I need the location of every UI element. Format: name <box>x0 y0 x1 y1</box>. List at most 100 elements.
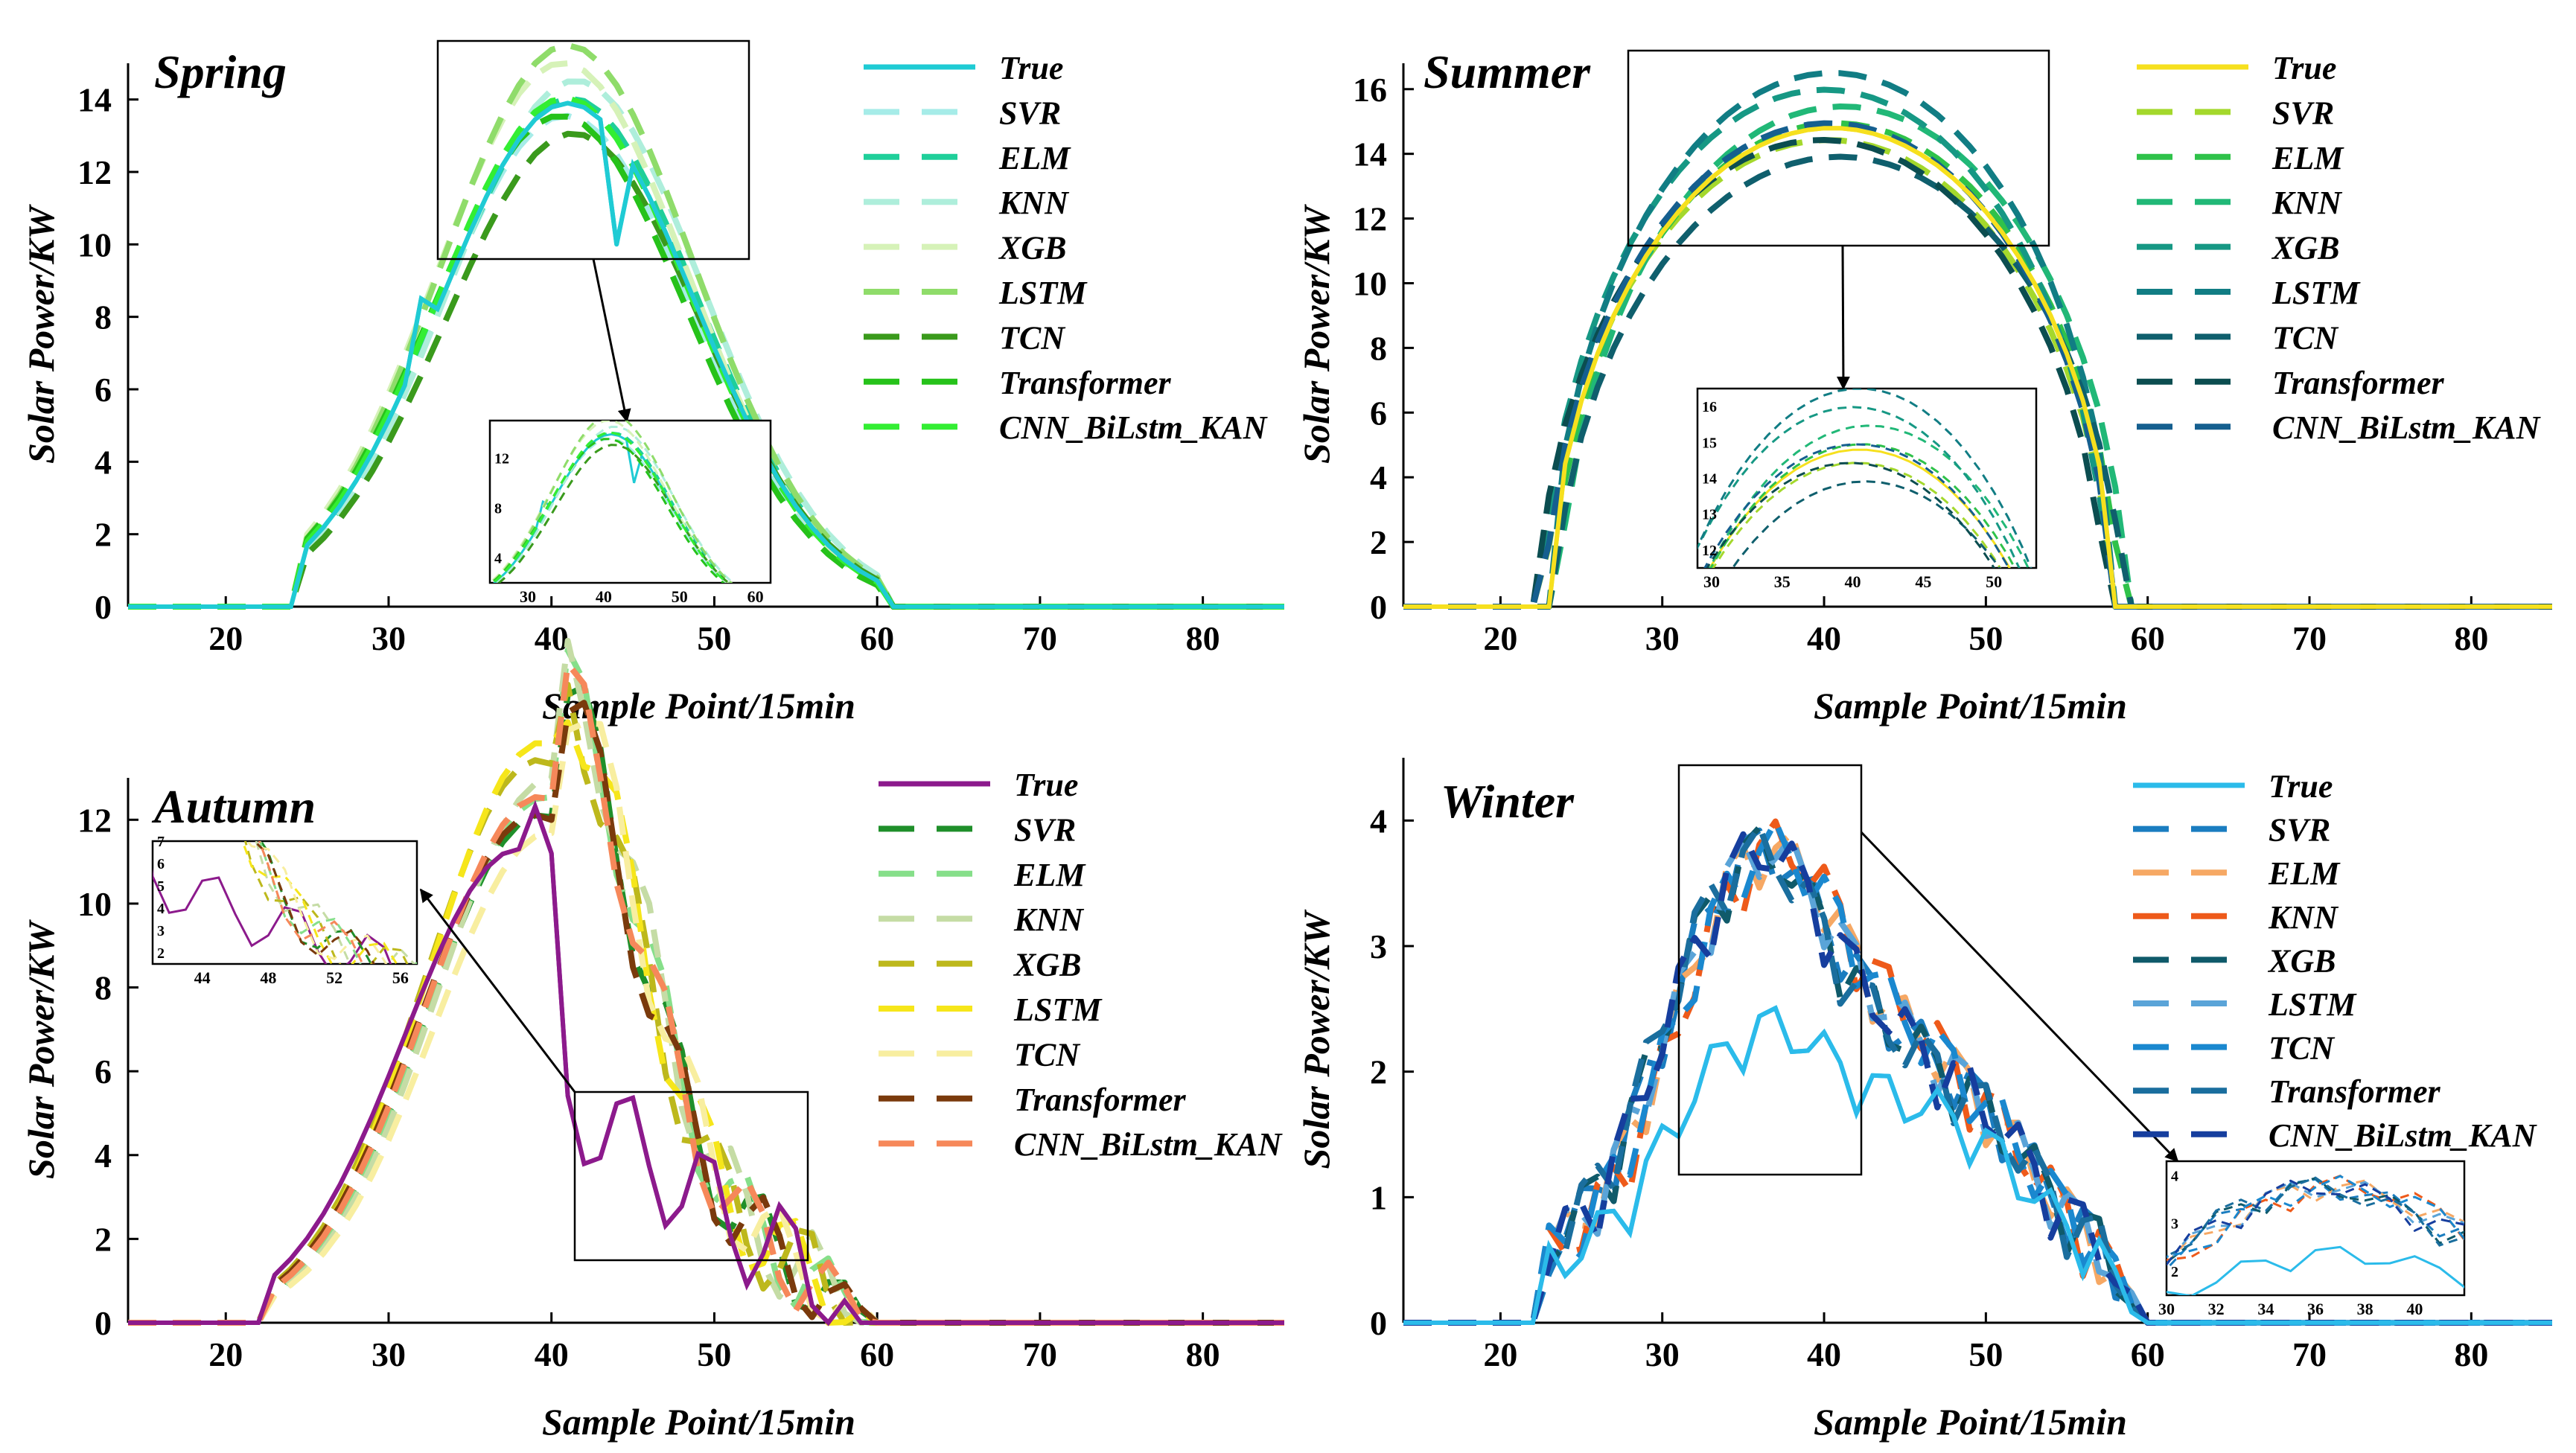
y-tick-label: 2 <box>1370 523 1387 561</box>
legend-entry-elm: ELM <box>1013 857 1086 893</box>
inset-frame <box>488 419 772 584</box>
y-tick-label: 10 <box>77 885 112 923</box>
legend: True SVR ELM KNN XGB LSTM TCN Transformer CNN_Bi… <box>2137 50 2542 446</box>
x-axis-label: Sample Point/15min <box>542 1401 855 1443</box>
legend-entry-transformer: Transformer <box>2272 365 2444 401</box>
series-line-xgb <box>128 681 1284 1326</box>
inset-x-tick-label: 45 <box>1915 572 1931 591</box>
y-tick-label: 6 <box>95 1053 112 1090</box>
series-line-knn <box>128 637 1284 1326</box>
legend-entry-tcn: TCN <box>1014 1036 1081 1073</box>
inset-series-line <box>2167 1179 2464 1266</box>
series-line-cnn-bilstm-kan <box>128 660 1284 1326</box>
y-tick-label: 14 <box>1353 135 1387 173</box>
inset-series-line <box>255 841 416 964</box>
y-tick-label: 12 <box>77 153 112 191</box>
x-tick-label: 60 <box>2131 1335 2165 1373</box>
legend-entry-true: True <box>2269 768 2333 805</box>
inset-series-line <box>492 437 728 583</box>
series-line-tcn <box>128 130 1284 610</box>
legend-entry-svr: SVR <box>2269 812 2330 849</box>
y-tick-label: 12 <box>1353 200 1387 238</box>
inset-y-tick-label: 16 <box>1702 399 1717 415</box>
legend-entry-tcn: TCN <box>999 319 1066 356</box>
legend-entry-xgb: XGB <box>2271 230 2339 266</box>
panel-title: Summer <box>1424 45 1591 98</box>
series-line-true-front <box>1403 126 2552 609</box>
panel-title: Spring <box>154 45 287 98</box>
legend-entry-lstm: LSTM <box>2271 275 2361 311</box>
inset-x-tick-label: 38 <box>2357 1300 2373 1318</box>
x-tick-label: 60 <box>2131 619 2165 657</box>
legend-entry-elm: ELM <box>998 140 1071 176</box>
panel-title: Autumn <box>151 780 316 833</box>
x-tick-label: 20 <box>208 619 243 657</box>
inset-x-tick-label: 48 <box>260 968 276 987</box>
inset-series-line <box>1703 443 2010 568</box>
inset-y-tick-label: 2 <box>2171 1264 2178 1280</box>
panel-title: Winter <box>1441 775 1575 828</box>
series-line-true-front <box>128 799 1284 1326</box>
inset-x-tick-label: 56 <box>392 968 409 987</box>
x-tick-label: 80 <box>2454 619 2488 657</box>
series-lines <box>128 637 1284 1326</box>
inset-x-tick-label: 35 <box>1774 572 1791 591</box>
legend-entry-tcn: TCN <box>2269 1030 2336 1067</box>
inset-x-tick-label: 52 <box>326 968 342 987</box>
series-lines <box>1403 818 2552 1326</box>
legend-entry-tcn: TCN <box>2272 319 2339 356</box>
y-tick-label: 3 <box>1370 927 1387 965</box>
y-axis-label: Solar Power/KW <box>20 919 62 1179</box>
series-lines <box>1403 70 2552 610</box>
y-tick-label: 6 <box>95 371 112 409</box>
legend-entry-lstm: LSTM <box>1013 991 1103 1028</box>
legend-entry-lstm: LSTM <box>2268 986 2357 1023</box>
y-axis-label: Solar Power/KW <box>1295 204 1337 464</box>
inset-frame <box>2165 1160 2466 1297</box>
x-tick-label: 70 <box>2292 619 2327 657</box>
x-tick-label: 40 <box>1807 619 1841 657</box>
inset-x-tick-label: 36 <box>2307 1300 2324 1318</box>
legend-entry-cnn-bilstm-kan: CNN_BiLstm_KAN <box>999 409 1269 446</box>
inset-series-line <box>494 431 732 583</box>
legend-entry-svr: SVR <box>2272 95 2334 131</box>
x-tick-label: 30 <box>372 1335 406 1373</box>
series-line-true-front <box>1403 1005 2552 1325</box>
inset-y-tick-label: 15 <box>1702 435 1717 451</box>
x-tick-label: 30 <box>1645 619 1680 657</box>
series-line-xgb <box>1403 824 2552 1326</box>
series-line-elm <box>128 647 1284 1326</box>
inset-plot: 30 35 40 45 50 12 13 14 15 16 <box>1696 387 2038 591</box>
inset-x-tick-label: 30 <box>1703 572 1720 591</box>
legend-entry-xgb: XGB <box>998 230 1066 266</box>
y-tick-label: 2 <box>95 516 112 554</box>
x-tick-label: 50 <box>697 1335 731 1373</box>
inset-x-tick-label: 50 <box>1986 572 2002 591</box>
y-axis-label: Solar Power/KW <box>1295 909 1337 1169</box>
y-tick-label: 4 <box>1370 802 1387 840</box>
inset-series-line <box>241 841 398 964</box>
series-line-elm <box>1403 120 2552 610</box>
inset-series-line <box>1731 480 2001 568</box>
legend-entry-cnn-bilstm-kan: CNN_BiLstm_KAN <box>1014 1126 1284 1163</box>
series-line-lstm <box>1403 70 2552 610</box>
legend-entry-elm: ELM <box>2268 855 2341 892</box>
inset-series-line <box>253 841 375 964</box>
legend-entry-xgb: XGB <box>2267 942 2336 979</box>
x-tick-label: 70 <box>1023 1335 1057 1373</box>
y-tick-label: 12 <box>77 801 112 839</box>
series-lines <box>128 42 1284 610</box>
inset-x-tick-label: 30 <box>2158 1300 2175 1318</box>
x-tick-label: 40 <box>535 1335 569 1373</box>
y-tick-label: 4 <box>95 443 112 481</box>
inset-y-tick-label: 4 <box>2171 1168 2178 1184</box>
zoom-box <box>573 1090 809 1262</box>
legend-entry-true: True <box>1014 767 1078 803</box>
x-tick-label: 60 <box>860 619 894 657</box>
x-tick-label: 20 <box>1483 619 1517 657</box>
inset-y-tick-label: 8 <box>494 500 502 517</box>
inset-x-tick-label: 40 <box>1845 572 1861 591</box>
legend: True SVR ELM KNN XGB LSTM TCN Transformer CNN_Bi… <box>864 50 1269 446</box>
